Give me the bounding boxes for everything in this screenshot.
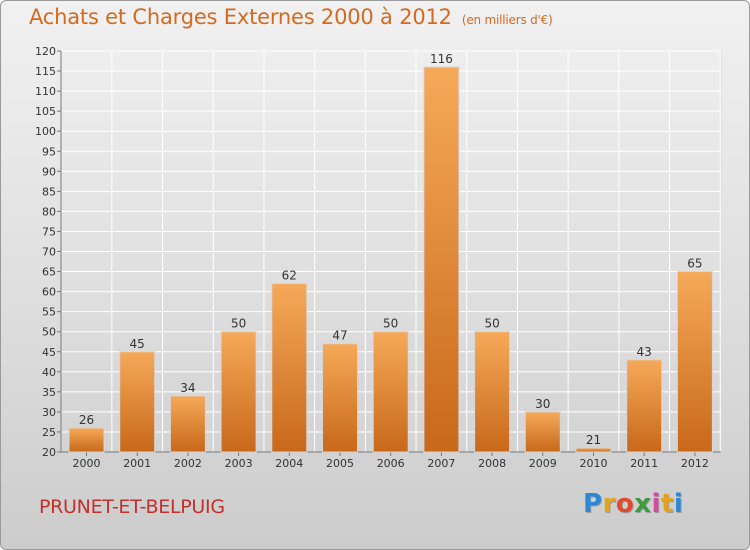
bar-2002 xyxy=(169,395,206,453)
logo-letter: P xyxy=(583,489,603,519)
y-tick-label: 110 xyxy=(35,85,56,98)
labels-layer: 20 25 30 35 40 45 50 55 60 65 70 75 80 85 90 95 100 105 11… xyxy=(35,45,709,470)
chart-title: Achats et Charges Externes 2000 à 2012 (e… xyxy=(29,5,553,29)
x-tick-label: 2005 xyxy=(326,457,354,470)
y-tick-label: 35 xyxy=(42,386,56,399)
value-label: 50 xyxy=(231,317,246,331)
y-tick-label: 50 xyxy=(42,326,56,339)
logo-letter: i xyxy=(673,489,684,519)
y-tick-label: 25 xyxy=(42,426,56,439)
value-label: 21 xyxy=(586,433,601,447)
logo-letter: x xyxy=(634,489,652,519)
logo-letter: i xyxy=(651,489,661,519)
value-label: 65 xyxy=(687,257,702,271)
y-tick-label: 115 xyxy=(35,65,56,78)
x-tick-label: 2000 xyxy=(73,457,101,470)
x-tick-label: 2009 xyxy=(529,457,557,470)
y-tick-label: 120 xyxy=(35,45,56,58)
y-tick-label: 60 xyxy=(42,286,56,299)
value-label: 26 xyxy=(79,413,94,427)
logo-letter: t xyxy=(660,489,674,519)
x-tick-label: 2001 xyxy=(123,457,151,470)
x-tick-label: 2007 xyxy=(427,457,455,470)
x-tick-label: 2004 xyxy=(275,457,303,470)
x-tick-label: 2003 xyxy=(225,457,253,470)
y-tick-label: 80 xyxy=(42,205,56,218)
y-tick-label: 40 xyxy=(42,366,56,379)
value-label: 50 xyxy=(383,317,398,331)
x-tick-label: 2006 xyxy=(377,457,405,470)
y-tick-label: 90 xyxy=(42,165,56,178)
bar-2000 xyxy=(68,427,105,453)
value-label: 45 xyxy=(130,337,145,351)
bar-2010 xyxy=(575,447,612,453)
y-tick-label: 20 xyxy=(42,446,56,459)
value-label: 116 xyxy=(430,52,453,66)
value-label: 34 xyxy=(180,381,195,395)
x-tick-label: 2008 xyxy=(478,457,506,470)
bar-2012 xyxy=(676,271,713,453)
y-tick-label: 55 xyxy=(42,306,56,319)
y-tick-label: 65 xyxy=(42,266,56,279)
x-tick-label: 2011 xyxy=(630,457,658,470)
value-label: 43 xyxy=(637,345,652,359)
bar-2001 xyxy=(119,351,156,453)
y-tick-label: 105 xyxy=(35,105,56,118)
bar-2009 xyxy=(524,411,561,453)
place-name: PRUNET-ET-BELPUIG xyxy=(39,496,225,518)
x-tick-label: 2002 xyxy=(174,457,202,470)
title-text: Achats et Charges Externes 2000 à 2012 xyxy=(29,5,452,29)
y-tick-label: 45 xyxy=(42,346,56,359)
y-tick-label: 30 xyxy=(42,406,56,419)
value-label: 30 xyxy=(535,397,550,411)
y-tick-label: 100 xyxy=(35,125,56,138)
bar-2004 xyxy=(271,283,308,453)
unit-label: (en milliers d'€) xyxy=(461,13,553,27)
bars-layer xyxy=(68,66,713,453)
bar-2005 xyxy=(322,343,358,453)
x-tick-label: 2010 xyxy=(580,457,608,470)
bar-2011 xyxy=(626,359,663,453)
bar-2008 xyxy=(474,331,511,453)
value-label: 47 xyxy=(332,329,347,343)
value-label: 50 xyxy=(484,317,499,331)
proxiti-logo[interactable]: Proxiti xyxy=(583,489,683,519)
logo-letter: o xyxy=(615,489,635,519)
x-tick-label: 2012 xyxy=(681,457,709,470)
y-tick-label: 95 xyxy=(42,145,56,158)
y-tick-label: 70 xyxy=(42,246,56,259)
logo-letter: r xyxy=(602,489,616,519)
y-tick-label: 75 xyxy=(42,225,56,238)
bar-2006 xyxy=(372,331,409,453)
y-tick-label: 85 xyxy=(42,185,56,198)
bar-2007 xyxy=(423,66,460,453)
value-label: 62 xyxy=(282,269,297,283)
bar-2003 xyxy=(220,331,257,453)
